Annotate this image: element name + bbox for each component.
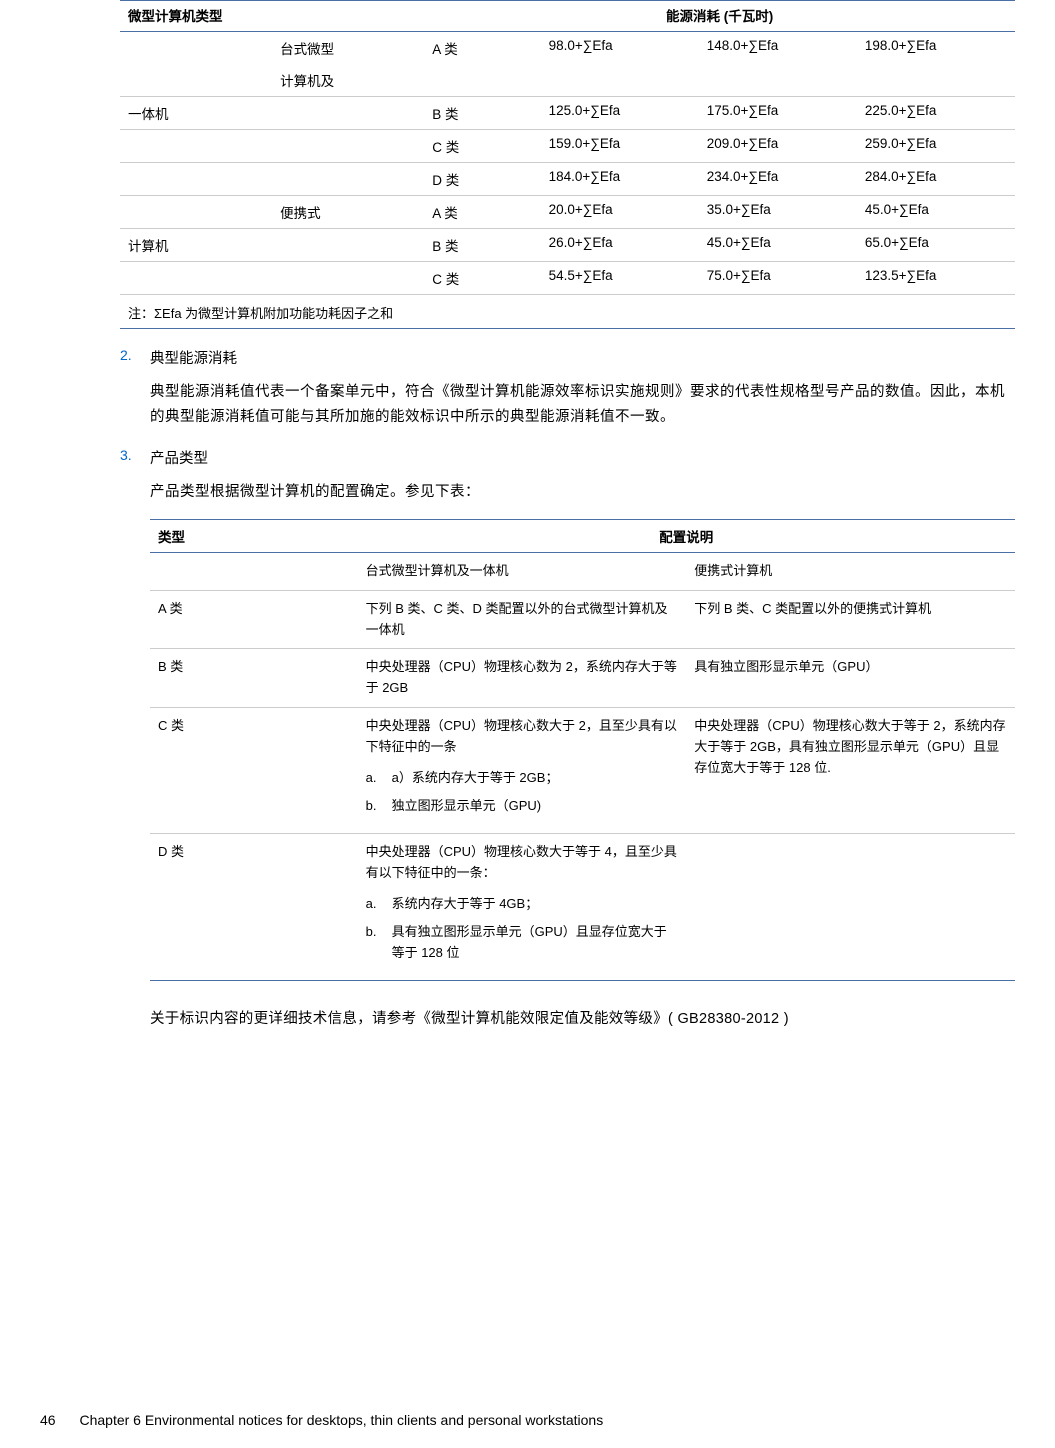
item-paragraph: 产品类型根据微型计算机的配置确定。参见下表：: [150, 480, 1015, 505]
energy-consumption-table: 微型计算机类型 能源消耗 (千瓦时) 台式微型 A 类 98.0+∑Efa 14…: [120, 0, 1015, 329]
cell: 123.5+∑Efa: [857, 262, 1015, 295]
cell: 148.0+∑Efa: [699, 32, 857, 65]
subheader-portable: 便携式计算机: [686, 552, 1015, 590]
list-item-2: 2. 典型能源消耗 典型能源消耗值代表一个备案单元中，符合《微型计算机能源效率标…: [120, 347, 1015, 429]
cell: A 类: [424, 32, 540, 65]
cell: 65.0+∑Efa: [857, 229, 1015, 262]
type-label: D 类: [150, 834, 358, 981]
closing-paragraph: 关于标识内容的更详细技术信息，请参考《微型计算机能效限定值及能效等级》( GB2…: [150, 1007, 1015, 1032]
type-label: C 类: [150, 707, 358, 833]
product-type-table: 类型 配置说明 台式微型计算机及一体机 便携式计算机 A 类 下列 B 类、C …: [150, 519, 1015, 981]
cell: 具有独立图形显示单元（GPU）: [686, 649, 1015, 708]
type-label: B 类: [150, 649, 358, 708]
cell: 中央处理器（CPU）物理核心数大于 2，且至少具有以下特征中的一条 a. a）系统…: [358, 707, 687, 833]
subheader-desktop: 台式微型计算机及一体机: [358, 552, 687, 590]
page-footer: 46 Chapter 6 Environmental notices for d…: [40, 1412, 603, 1428]
cell: 计算机及: [272, 64, 424, 97]
cell: 259.0+∑Efa: [857, 130, 1015, 163]
sub-letter: a.: [366, 894, 377, 915]
sub-text: 系统内存大于等于 4GB；: [392, 896, 539, 911]
cell: B 类: [424, 97, 540, 130]
cell: C 类: [424, 130, 540, 163]
cell-text: 中央处理器（CPU）物理核心数大于等于 4，且至少具有以下特征中的一条：: [366, 844, 677, 880]
cell: D 类: [424, 163, 540, 196]
cell: 计算机: [120, 229, 272, 262]
cell: 中央处理器（CPU）物理核心数大于等于 2，系统内存大于等于 2GB，具有独立图…: [686, 707, 1015, 833]
item-paragraph: 典型能源消耗值代表一个备案单元中，符合《微型计算机能源效率标识实施规则》要求的代…: [150, 380, 1015, 429]
cell: 45.0+∑Efa: [857, 196, 1015, 229]
cell: 下列 B 类、C 类、D 类配置以外的台式微型计算机及一体机: [358, 590, 687, 649]
cell: 234.0+∑Efa: [699, 163, 857, 196]
cell: 下列 B 类、C 类配置以外的便携式计算机: [686, 590, 1015, 649]
cell: 20.0+∑Efa: [541, 196, 699, 229]
item-number: 3.: [120, 447, 132, 463]
type-label: A 类: [150, 590, 358, 649]
item-heading: 产品类型: [150, 447, 1015, 468]
table1-header-energy: 能源消耗 (千瓦时): [424, 1, 1015, 32]
cell: 209.0+∑Efa: [699, 130, 857, 163]
cell: 284.0+∑Efa: [857, 163, 1015, 196]
sub-text: 独立图形显示单元（GPU): [392, 798, 542, 813]
item-heading: 典型能源消耗: [150, 347, 1015, 368]
cell: 中央处理器（CPU）物理核心数为 2，系统内存大于等于 2GB: [358, 649, 687, 708]
cell-text: 中央处理器（CPU）物理核心数大于 2，且至少具有以下特征中的一条: [366, 718, 677, 754]
cell: 75.0+∑Efa: [699, 262, 857, 295]
cell: 125.0+∑Efa: [541, 97, 699, 130]
cell: 台式微型: [272, 32, 424, 65]
cell: 26.0+∑Efa: [541, 229, 699, 262]
cell: 225.0+∑Efa: [857, 97, 1015, 130]
list-item-3: 3. 产品类型 产品类型根据微型计算机的配置确定。参见下表： 类型 配置说明 台…: [120, 447, 1015, 981]
cell: C 类: [424, 262, 540, 295]
table2-header-config: 配置说明: [358, 519, 1015, 552]
cell: 98.0+∑Efa: [541, 32, 699, 65]
item-number: 2.: [120, 347, 132, 363]
sub-text: a）系统内存大于等于 2GB；: [392, 770, 559, 785]
sub-letter: a.: [366, 768, 377, 789]
chapter-title: Chapter 6 Environmental notices for desk…: [79, 1412, 603, 1428]
cell: 中央处理器（CPU）物理核心数大于等于 4，且至少具有以下特征中的一条： a. 系…: [358, 834, 687, 981]
cell: 198.0+∑Efa: [857, 32, 1015, 65]
sub-letter: b.: [366, 922, 377, 943]
cell: 184.0+∑Efa: [541, 163, 699, 196]
sub-text: 具有独立图形显示单元（GPU）且显存位宽大于等于 128 位: [392, 924, 667, 960]
table1-header-type: 微型计算机类型: [120, 1, 424, 32]
cell: 一体机: [120, 97, 272, 130]
cell: B 类: [424, 229, 540, 262]
cell: 54.5+∑Efa: [541, 262, 699, 295]
cell: A 类: [424, 196, 540, 229]
cell: 35.0+∑Efa: [699, 196, 857, 229]
cell: 175.0+∑Efa: [699, 97, 857, 130]
sub-letter: b.: [366, 796, 377, 817]
cell: 159.0+∑Efa: [541, 130, 699, 163]
cell: 便携式: [272, 196, 424, 229]
table-note: 注：ΣEfa 为微型计算机附加功能功耗因子之和: [120, 295, 1015, 329]
page-number: 46: [40, 1412, 56, 1428]
table2-header-type: 类型: [150, 519, 358, 552]
cell: 45.0+∑Efa: [699, 229, 857, 262]
page-content: 微型计算机类型 能源消耗 (千瓦时) 台式微型 A 类 98.0+∑Efa 14…: [120, 0, 1015, 1032]
